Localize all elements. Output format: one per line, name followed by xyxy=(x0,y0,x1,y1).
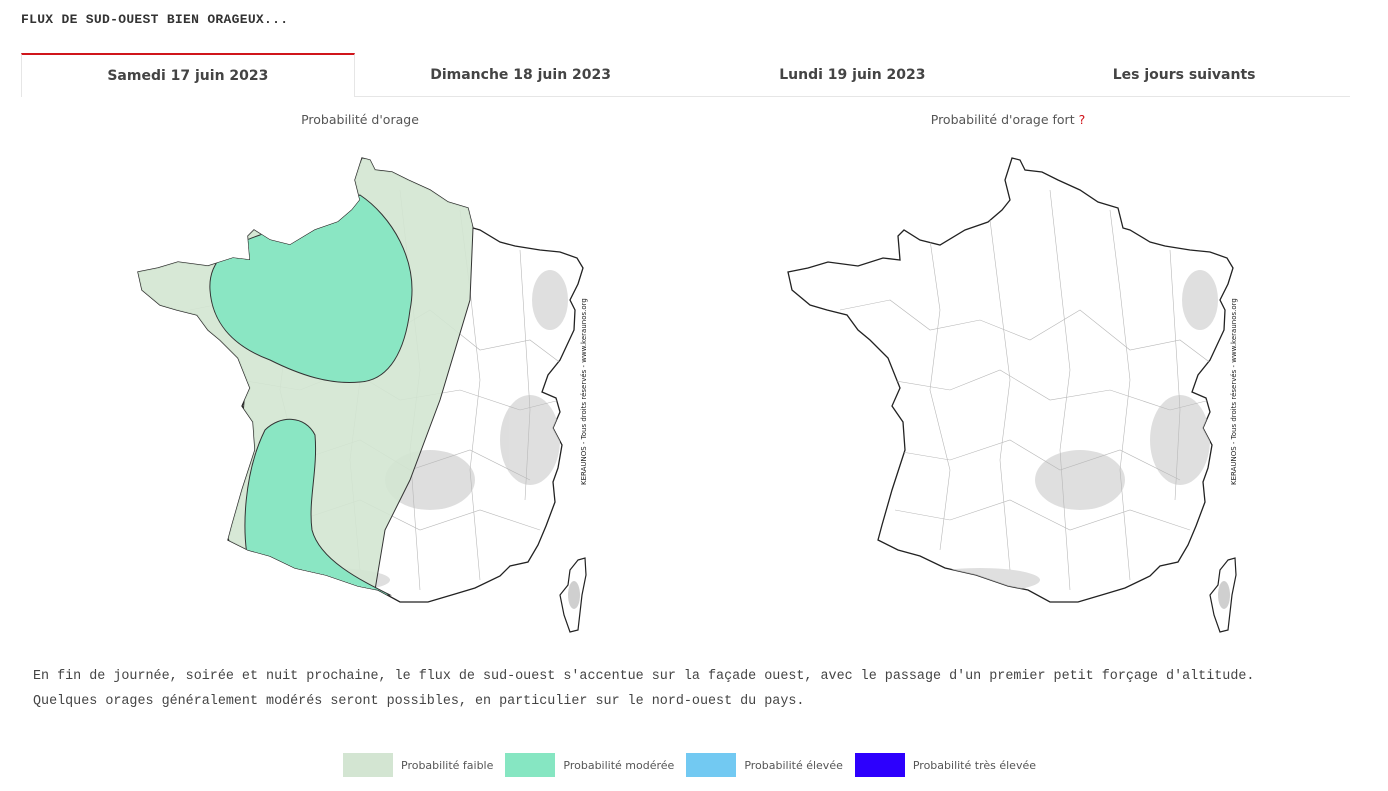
tab-jours-suivants[interactable]: Les jours suivants xyxy=(1112,66,1256,83)
legend-item-high: Probabilité élevée xyxy=(686,753,843,777)
map-credit: KERAUNOS - Tous droits réservés - www.ke… xyxy=(580,298,588,485)
department-borders xyxy=(839,189,1221,591)
description-line-1: En fin de journée, soirée et nuit procha… xyxy=(33,669,1255,684)
strong-storm-probability-map: KERAUNOS - Tous droits réservés - www.ke… xyxy=(787,157,1238,633)
description-line-2: Quelques orages généralement modérés ser… xyxy=(33,694,805,709)
legend-swatch-high xyxy=(686,753,737,777)
legend: Probabilité faible Probabilité modérée P… xyxy=(343,753,1048,777)
help-icon[interactable]: ? xyxy=(1078,112,1086,127)
tab-lundi[interactable]: Lundi 19 juin 2023 xyxy=(779,66,926,83)
legend-label-very-high: Probabilité très élevée xyxy=(912,758,1036,772)
legend-label-high: Probabilité élevée xyxy=(744,758,843,772)
left-map-title: Probabilité d'orage xyxy=(260,112,460,127)
legend-swatch-moderate xyxy=(505,753,556,777)
right-map-title-text: Probabilité d'orage fort xyxy=(930,112,1075,127)
moderate-probability-north-zone xyxy=(209,194,413,384)
legend-item-very-high: Probabilité très élevée xyxy=(854,753,1036,777)
left-map-title-text: Probabilité d'orage xyxy=(301,112,419,127)
legend-swatch-low xyxy=(343,753,393,777)
moderate-probability-southwest-zone xyxy=(244,418,392,597)
legend-label-low: Probabilité faible xyxy=(401,758,494,772)
forecast-description: En fin de journée, soirée et nuit procha… xyxy=(33,664,1363,714)
page-headline: FLUX DE SUD-OUEST BIEN ORAGEUX... xyxy=(21,12,289,27)
storm-probability-map: KERAUNOS - Tous droits réservés - www.ke… xyxy=(137,157,588,633)
corsica xyxy=(1209,557,1237,633)
legend-swatch-very-high xyxy=(854,753,905,777)
corsica xyxy=(559,557,587,633)
map-credit: KERAUNOS - Tous droits réservés - www.ke… xyxy=(1230,298,1238,485)
legend-item-low: Probabilité faible xyxy=(343,753,493,777)
tab-dimanche[interactable]: Dimanche 18 juin 2023 xyxy=(430,66,612,83)
tab-samedi[interactable]: Samedi 17 juin 2023 xyxy=(21,53,355,97)
france-outline xyxy=(787,157,1234,603)
legend-item-moderate: Probabilité modérée xyxy=(505,753,674,777)
day-tabs: Samedi 17 juin 2023 Dimanche 18 juin 202… xyxy=(21,53,1350,97)
right-map-title: Probabilité d'orage fort ? xyxy=(908,112,1108,127)
legend-label-moderate: Probabilité modérée xyxy=(563,758,675,772)
